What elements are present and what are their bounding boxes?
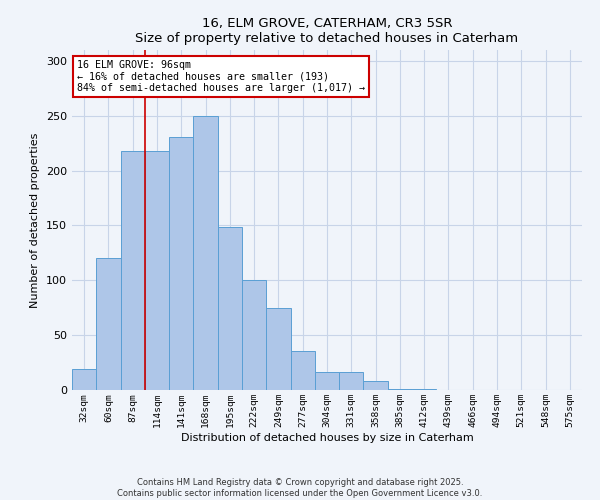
Title: 16, ELM GROVE, CATERHAM, CR3 5SR
Size of property relative to detached houses in: 16, ELM GROVE, CATERHAM, CR3 5SR Size of… bbox=[136, 16, 518, 44]
Bar bbox=[96, 258, 121, 390]
Bar bbox=[266, 308, 290, 390]
X-axis label: Distribution of detached houses by size in Caterham: Distribution of detached houses by size … bbox=[181, 433, 473, 443]
Bar bbox=[242, 280, 266, 390]
Bar bbox=[315, 372, 339, 390]
Y-axis label: Number of detached properties: Number of detached properties bbox=[31, 132, 40, 308]
Bar bbox=[364, 381, 388, 390]
Bar bbox=[121, 151, 145, 390]
Bar bbox=[339, 372, 364, 390]
Bar bbox=[169, 136, 193, 390]
Bar bbox=[145, 151, 169, 390]
Bar bbox=[72, 369, 96, 390]
Text: 16 ELM GROVE: 96sqm
← 16% of detached houses are smaller (193)
84% of semi-detac: 16 ELM GROVE: 96sqm ← 16% of detached ho… bbox=[77, 60, 365, 94]
Bar bbox=[218, 226, 242, 390]
Text: Contains HM Land Registry data © Crown copyright and database right 2025.
Contai: Contains HM Land Registry data © Crown c… bbox=[118, 478, 482, 498]
Bar bbox=[388, 389, 412, 390]
Bar bbox=[193, 116, 218, 390]
Bar bbox=[412, 389, 436, 390]
Bar bbox=[290, 350, 315, 390]
